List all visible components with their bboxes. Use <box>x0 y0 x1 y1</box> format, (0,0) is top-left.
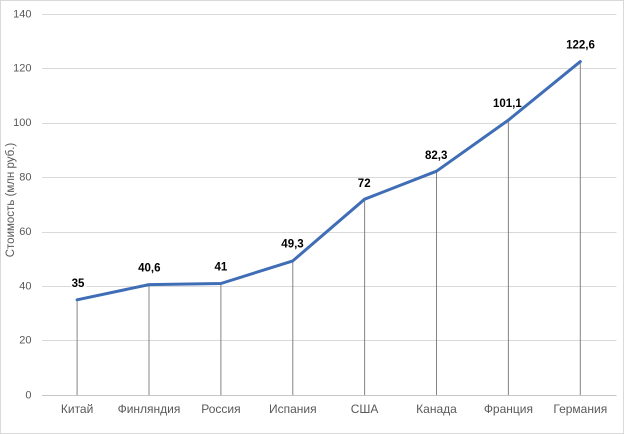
svg-text:Германия: Германия <box>553 402 607 416</box>
svg-text:Россия: Россия <box>201 402 240 416</box>
svg-text:США: США <box>351 402 379 416</box>
svg-text:72: 72 <box>358 178 371 190</box>
svg-text:Франция: Франция <box>484 402 533 416</box>
svg-text:40,6: 40,6 <box>138 262 160 274</box>
svg-text:80: 80 <box>19 172 31 184</box>
svg-text:101,1: 101,1 <box>493 98 522 110</box>
svg-text:0: 0 <box>25 389 31 401</box>
svg-text:100: 100 <box>13 117 31 129</box>
svg-text:Стоимость (млн руб.): Стоимость (млн руб.) <box>5 143 17 258</box>
svg-text:41: 41 <box>215 262 228 274</box>
svg-text:49,3: 49,3 <box>281 239 303 251</box>
svg-text:40: 40 <box>19 280 31 292</box>
svg-text:60: 60 <box>19 226 31 238</box>
svg-text:140: 140 <box>13 8 31 20</box>
svg-text:35: 35 <box>72 278 85 290</box>
svg-text:Испания: Испания <box>269 402 317 416</box>
svg-text:120: 120 <box>13 63 31 75</box>
svg-text:Китай: Китай <box>61 402 93 416</box>
svg-text:20: 20 <box>19 335 31 347</box>
svg-text:Канада: Канада <box>416 402 457 416</box>
svg-text:82,3: 82,3 <box>425 150 447 162</box>
svg-text:Финляндия: Финляндия <box>118 402 181 416</box>
svg-text:122,6: 122,6 <box>566 40 595 52</box>
